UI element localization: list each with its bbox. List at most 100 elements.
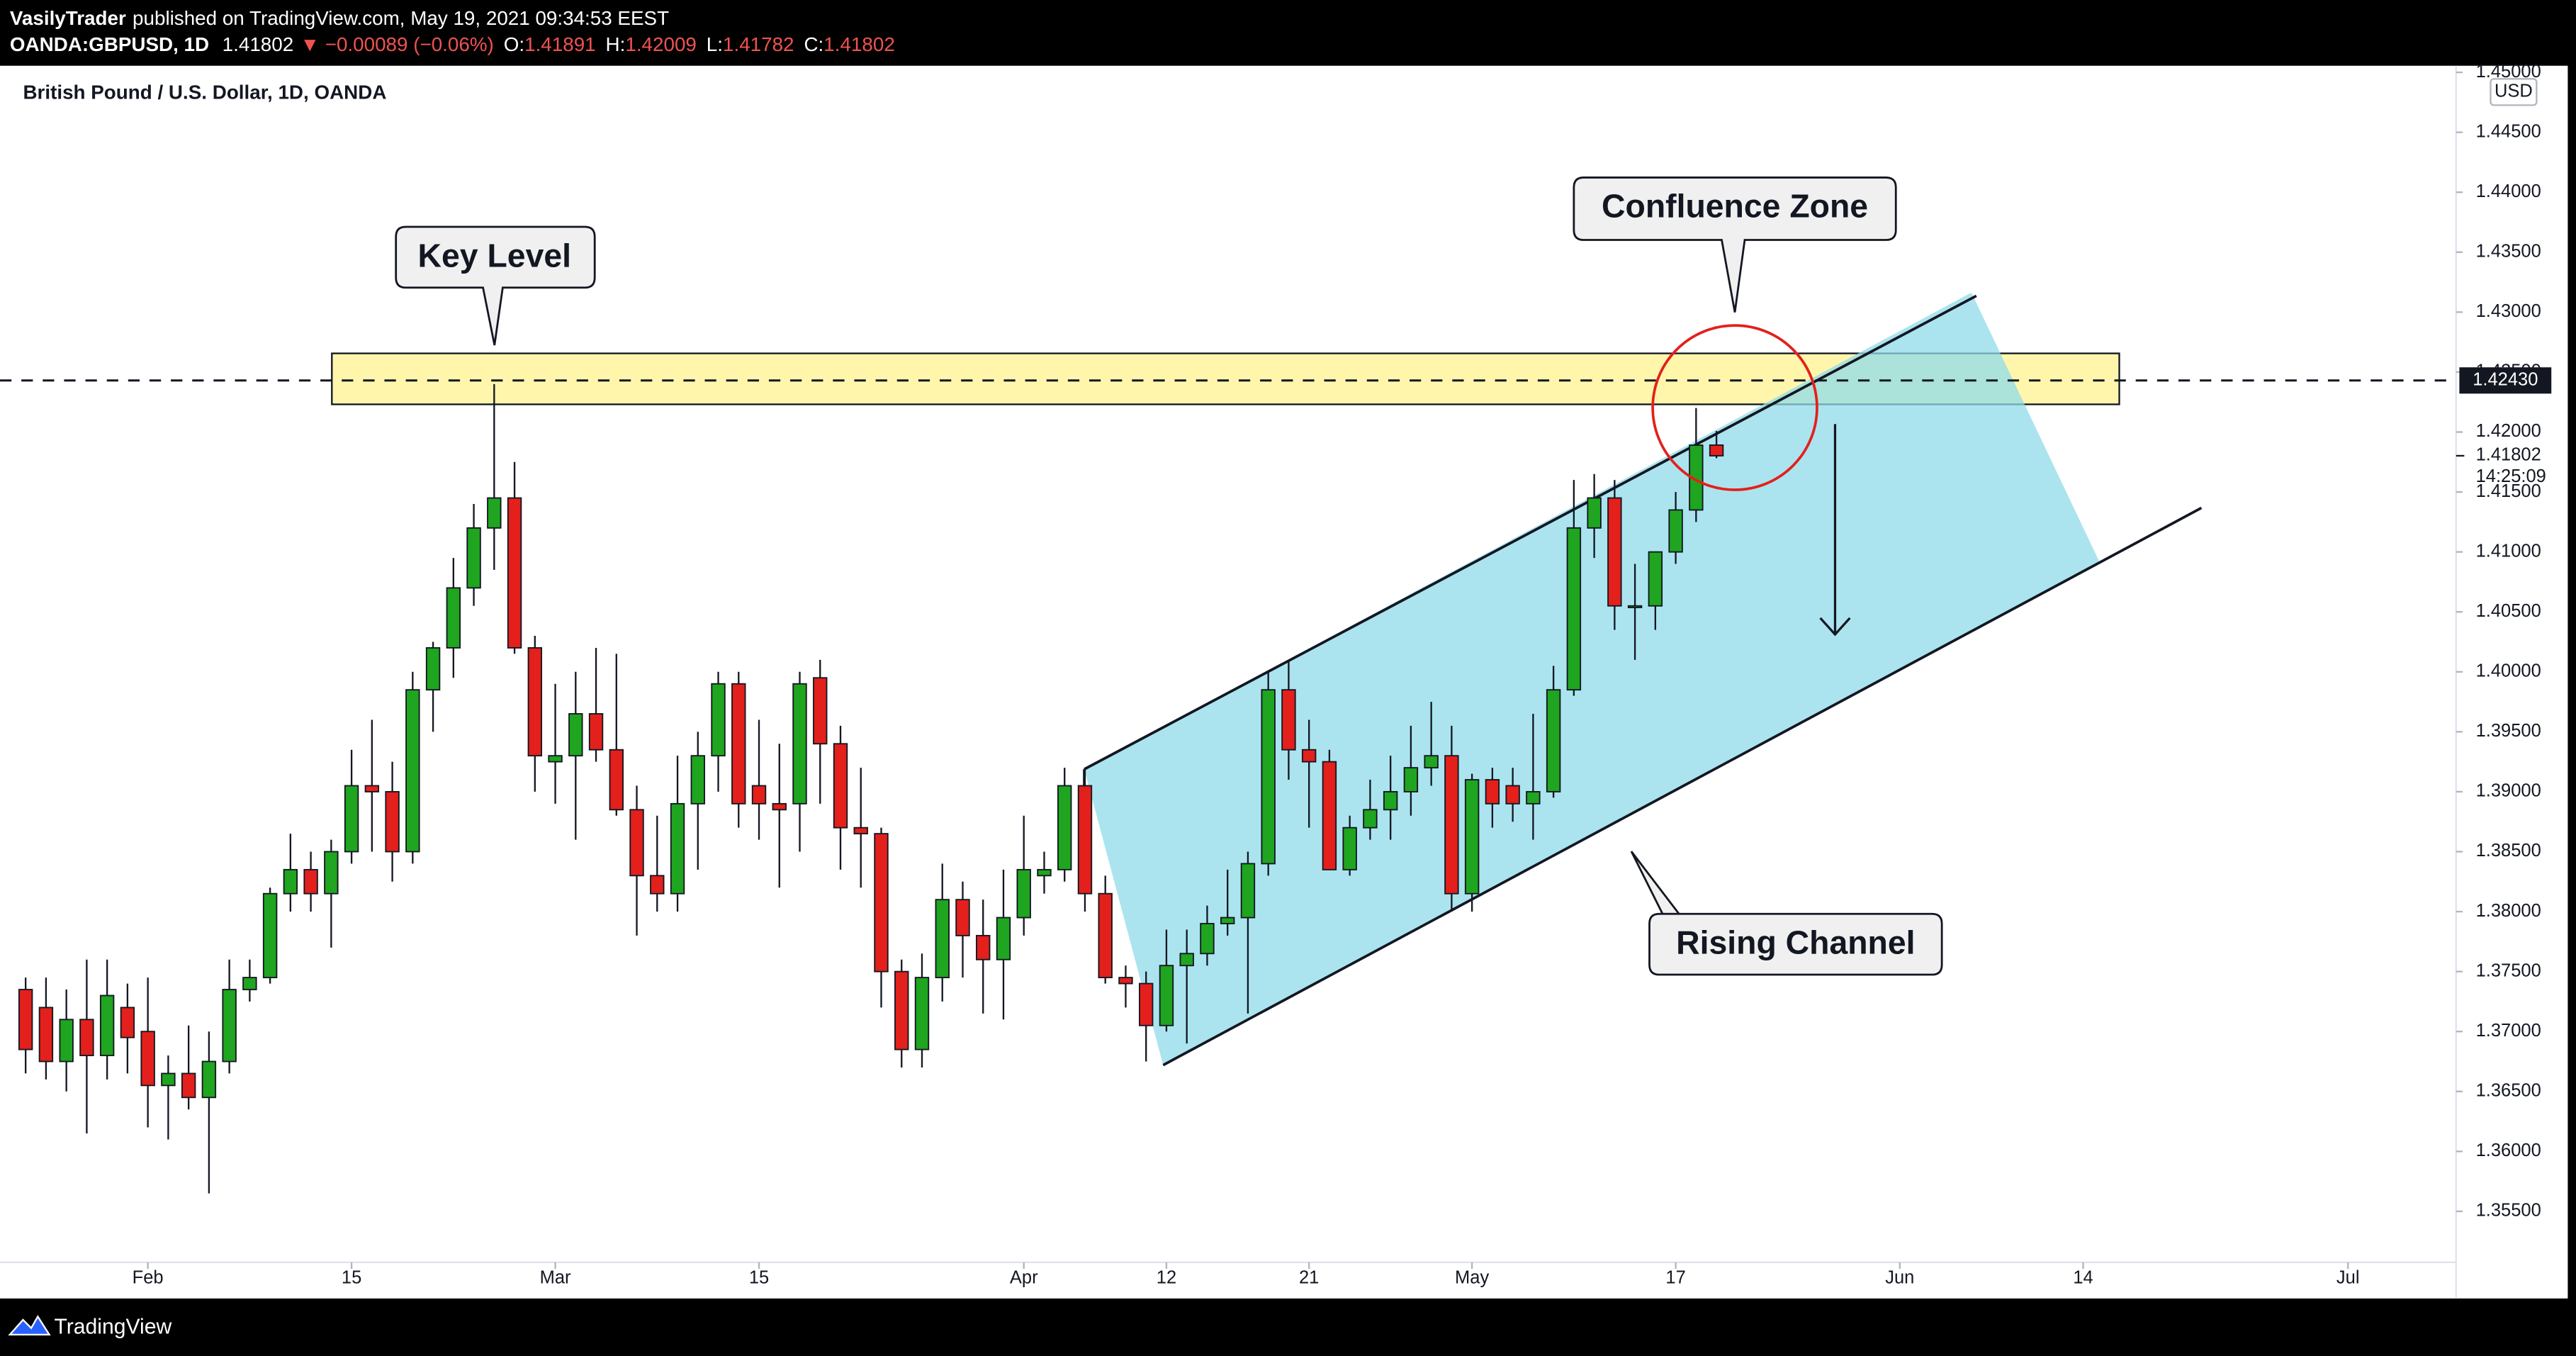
candle-body (1098, 892, 1113, 979)
candles (18, 383, 1724, 1194)
candle-body (425, 647, 441, 691)
y-tick-label: 1.35500 (2476, 1201, 2541, 1221)
candle-body (59, 1019, 74, 1063)
candle-body (527, 647, 543, 757)
callout-label: Key Level (418, 237, 571, 274)
callout-box (395, 225, 596, 346)
ohlc-value: 1.41782 (723, 33, 794, 55)
candle-body (1444, 755, 1459, 895)
candle-body (507, 497, 522, 649)
candle-body (1240, 863, 1256, 919)
candle-body (670, 802, 685, 895)
candle-body (548, 755, 563, 763)
x-tick-label: 15 (342, 1268, 361, 1288)
candle-body (1077, 785, 1093, 895)
y-tick-label: 1.40500 (2476, 601, 2541, 621)
candle-body (1648, 551, 1663, 607)
candle-body (344, 785, 359, 853)
last-price-label: 1.41802 (2476, 445, 2541, 465)
candle-body (303, 868, 318, 895)
ohlc-label: C: (804, 33, 823, 55)
candle-body (976, 934, 991, 960)
candle-body (405, 689, 420, 853)
candle-body (711, 683, 726, 757)
candle-body (751, 785, 767, 805)
candle-body (99, 994, 115, 1056)
candle-body (120, 1007, 135, 1038)
y-tick-label: 1.37500 (2476, 960, 2541, 980)
candle-body (650, 875, 665, 895)
y-tick-label: 1.39000 (2476, 781, 2541, 801)
candle-body (1403, 767, 1419, 792)
candle-body (1485, 779, 1500, 805)
candle-body (996, 917, 1011, 960)
candle-body (568, 713, 583, 757)
candle-body (446, 587, 461, 649)
candle-body (1261, 689, 1276, 865)
candle-body (487, 497, 502, 529)
last: 1.41802 (223, 33, 294, 55)
candle-body (38, 1007, 54, 1063)
candle-body (1363, 809, 1378, 829)
channel-fill (1084, 292, 2100, 1065)
candle-body (1505, 785, 1520, 805)
callout-box (1630, 851, 1943, 976)
arrow-head (1819, 617, 1851, 637)
candle-body (609, 749, 624, 811)
key-level-tag (2459, 367, 2552, 394)
x-tick-label: Mar (540, 1268, 571, 1288)
channel-upper (1084, 294, 1977, 771)
candle-body (1118, 977, 1133, 985)
callout-box (1573, 176, 1897, 313)
candle-body (1200, 923, 1215, 955)
x-tick-label: May (1455, 1268, 1489, 1288)
candle-body (1546, 689, 1561, 792)
candle-body (813, 677, 828, 745)
candle-body (914, 977, 930, 1050)
x-tick-label: 17 (1665, 1268, 1685, 1288)
candle-body (1709, 444, 1724, 456)
candle-body (161, 1072, 176, 1087)
candle-body (1159, 965, 1174, 1026)
candle-body (283, 868, 298, 895)
ohlc-value: 1.41802 (823, 33, 895, 55)
y-tick-label: 1.37000 (2476, 1021, 2541, 1041)
x-tick-label: 14 (2073, 1268, 2093, 1288)
y-tick-label: 1.36500 (2476, 1081, 2541, 1101)
candle-body (324, 851, 339, 895)
candle-body (853, 827, 868, 835)
y-tick-label: 1.43500 (2476, 242, 2541, 262)
x-tick-label: 21 (1299, 1268, 1319, 1288)
candle-body (385, 791, 400, 853)
symbol: OANDA:GBPUSD, 1D (10, 33, 209, 55)
countdown: 14:25:09 (2476, 466, 2546, 486)
candle-body (242, 977, 257, 990)
candle-body (364, 785, 380, 792)
candle-body (1301, 749, 1317, 763)
ohlc-label: O: (504, 33, 524, 55)
y-tick-label: 1.39500 (2476, 721, 2541, 741)
currency: USD (2495, 82, 2533, 101)
candle-body (1322, 761, 1337, 870)
x-tick-label: Apr (1010, 1268, 1038, 1288)
logo (8, 1315, 51, 1336)
candle-body (772, 802, 787, 811)
candle-body (935, 899, 950, 979)
y-tick-label: 1.36000 (2476, 1141, 2541, 1160)
candle-body (894, 970, 909, 1050)
candle-body (690, 755, 705, 805)
candle-body (1383, 791, 1398, 811)
x-tick-label: 15 (749, 1268, 769, 1288)
candle-body (466, 527, 481, 589)
candle-body (1607, 497, 1622, 607)
candle-body (1566, 527, 1582, 691)
brand: TradingView (55, 1316, 172, 1339)
ohlc-value: 1.41891 (524, 33, 596, 55)
y-tick-label: 1.42000 (2476, 421, 2541, 441)
published: published on TradingView.com, May 19, 20… (133, 7, 669, 29)
y-tick-label: 1.44500 (2476, 121, 2541, 141)
channel-lower (1162, 506, 2203, 1067)
callout-label: Confluence Zone (1602, 188, 1868, 225)
change: ▼ −0.00089 (−0.06%) (300, 33, 493, 55)
